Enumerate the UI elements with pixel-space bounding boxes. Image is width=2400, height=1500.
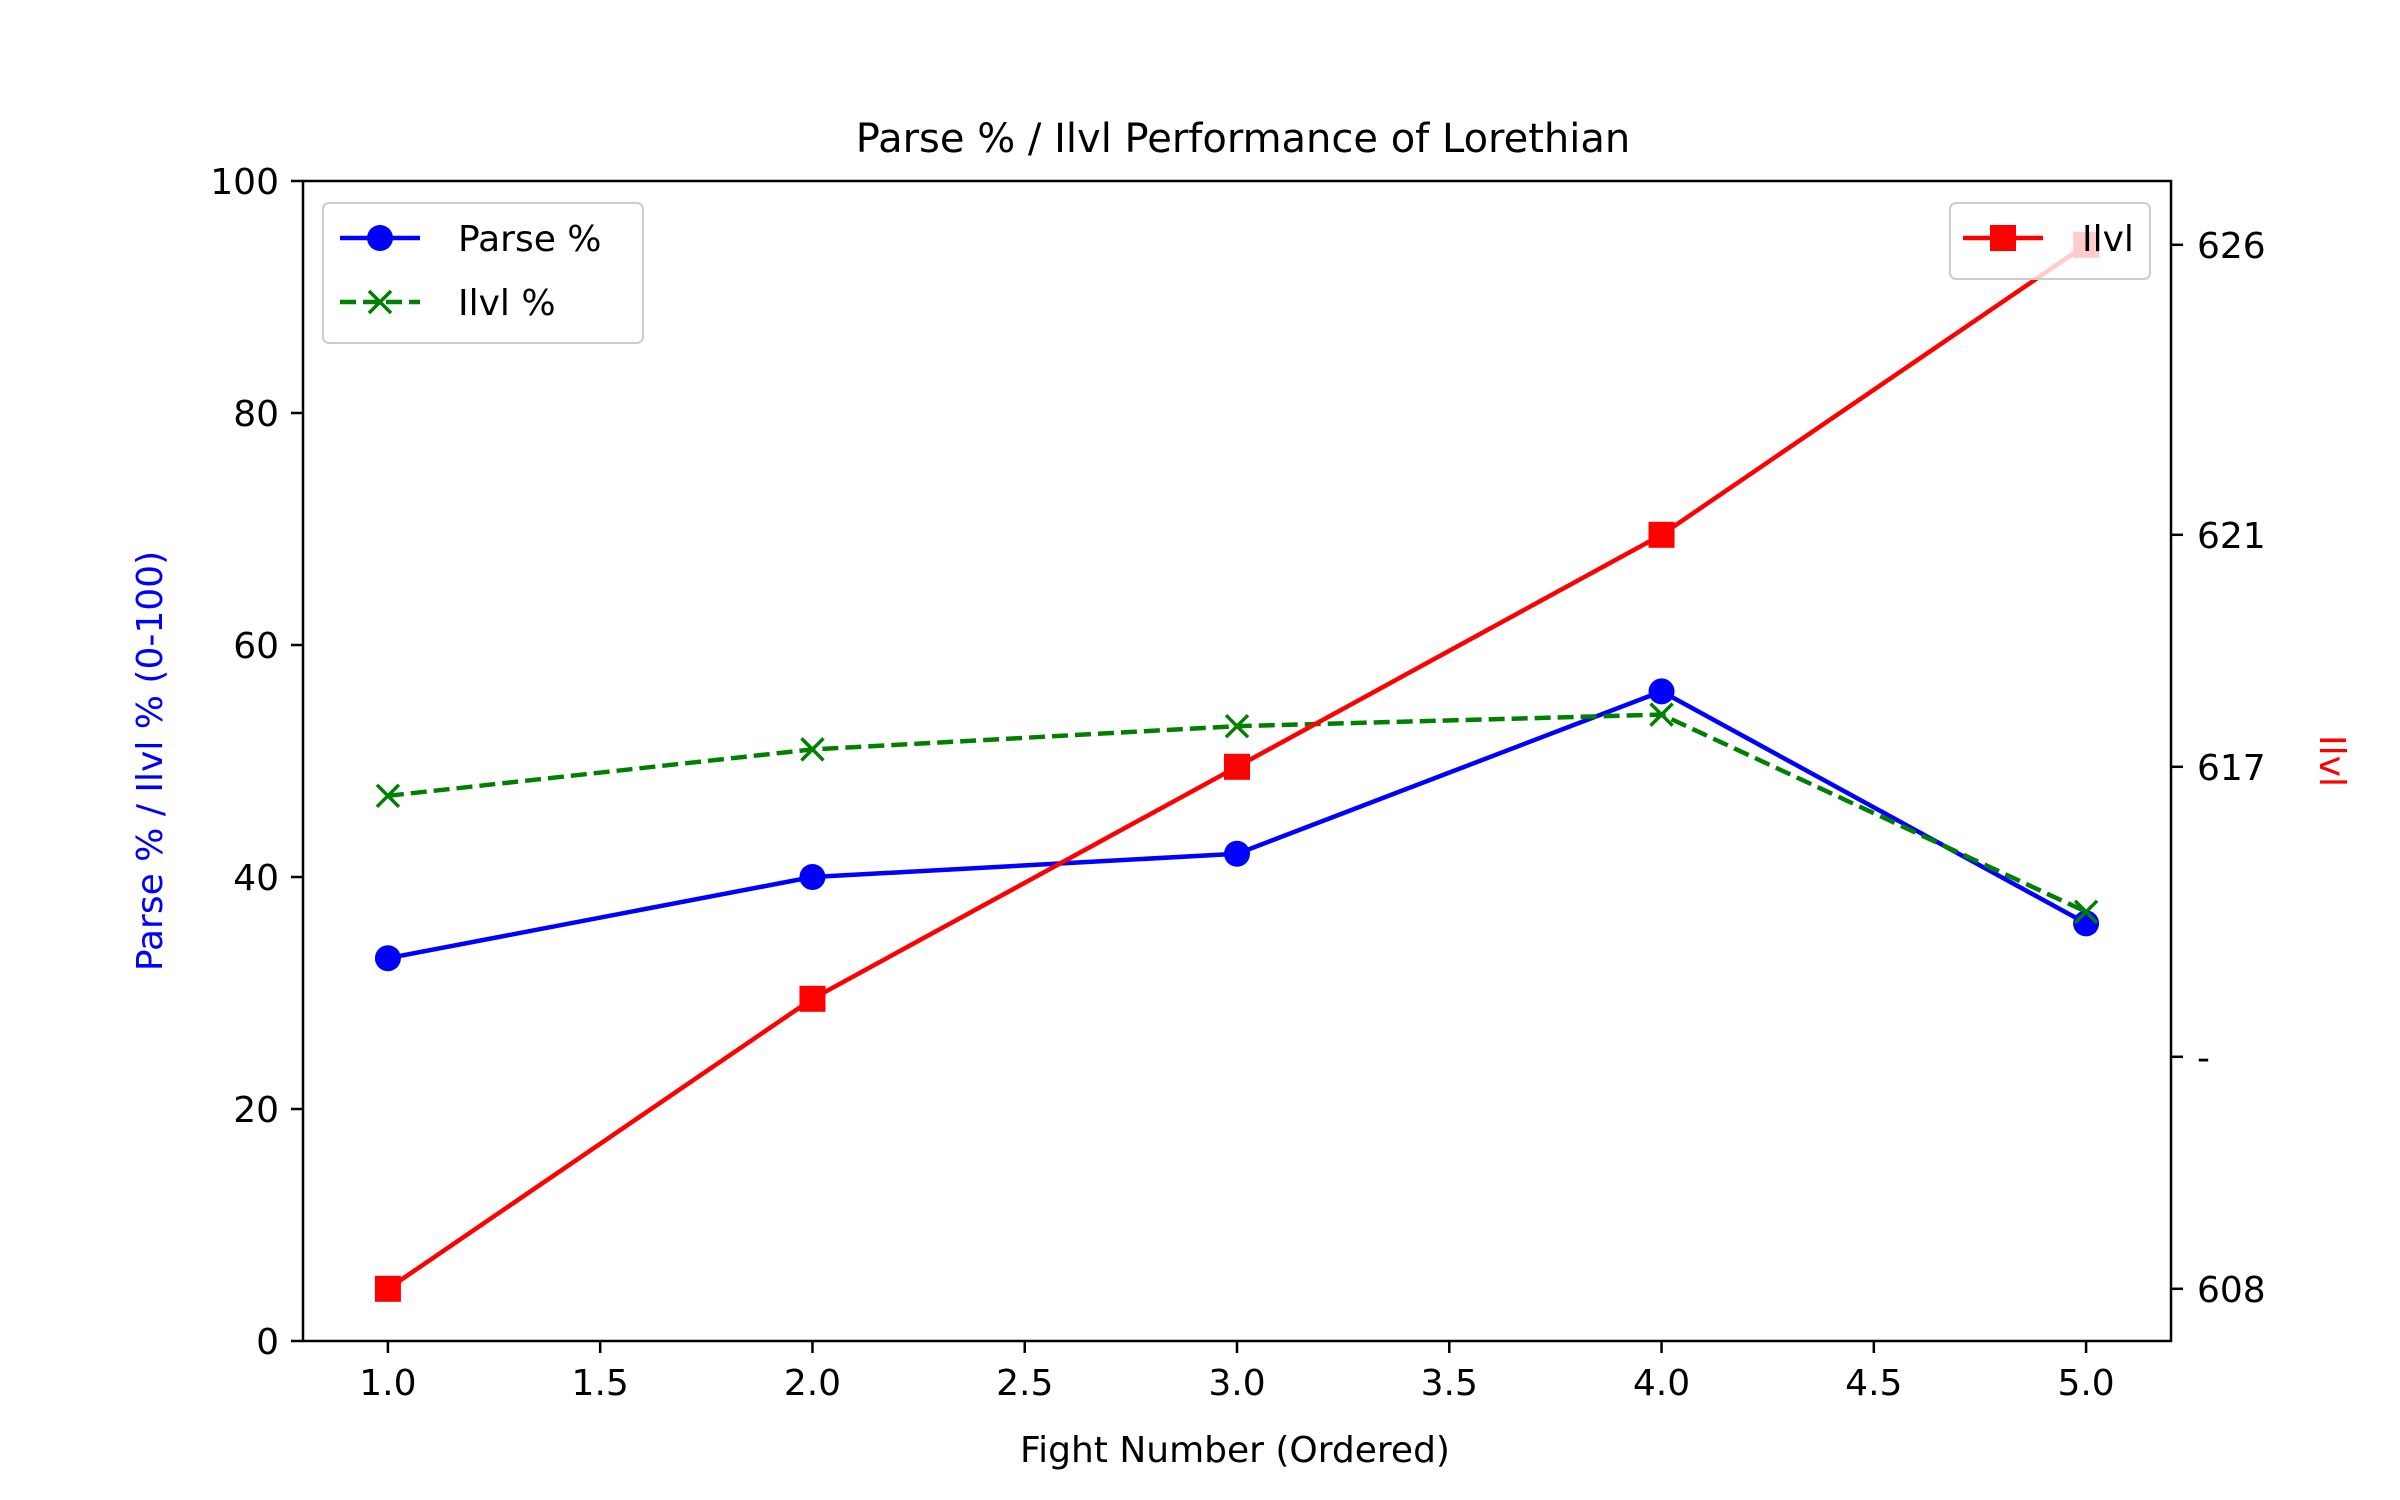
y-right-tick-label: - xyxy=(2197,1038,2210,1079)
legend-swatch-marker xyxy=(367,225,393,251)
data-point-stroke-b xyxy=(1224,713,1250,739)
x-tick-label: 3.0 xyxy=(1208,1363,1265,1404)
legend-right-box xyxy=(1949,202,2151,280)
data-point xyxy=(374,1275,401,1302)
data-point xyxy=(1224,713,1250,739)
data-point-stroke-b xyxy=(800,737,825,762)
x-axis-label: Fight Number (Ordered) xyxy=(1020,1430,1450,1471)
data-point xyxy=(375,783,401,809)
x-tick-label: 1.0 xyxy=(359,1363,416,1404)
y-right-tick-label: 608 xyxy=(2197,1270,2266,1311)
data-point xyxy=(800,737,825,762)
x-tick-label: 5.0 xyxy=(2057,1363,2114,1404)
legend-swatch-marker xyxy=(1990,225,2016,251)
y-right-tick-label: 626 xyxy=(2197,226,2266,267)
axes-frame xyxy=(301,179,2173,1343)
y-left-tick-label: 100 xyxy=(210,162,279,203)
data-point xyxy=(374,945,401,972)
legend-label: Parse % xyxy=(458,219,602,260)
y-left-tick-label: 20 xyxy=(233,1090,279,1131)
data-point xyxy=(1649,702,1674,727)
legend-right: Ilvl xyxy=(1949,202,2151,280)
legend-swatch-marker-stroke-b xyxy=(367,289,393,315)
x-tick-label: 1.5 xyxy=(572,1363,629,1404)
y-left-tick-label: 80 xyxy=(233,394,279,435)
data-point xyxy=(2073,899,2099,925)
data-point xyxy=(2073,910,2100,937)
legend-label: Ilvl % xyxy=(458,283,556,324)
y-axis-label-right: Ilvl xyxy=(2311,735,2352,787)
y-right-tick-label: 617 xyxy=(2197,748,2266,789)
legend-swatch-marker xyxy=(367,289,393,315)
x-tick-label: 2.5 xyxy=(996,1363,1053,1404)
data-point-stroke-b xyxy=(1649,702,1674,727)
y-right-tick-label: 621 xyxy=(2197,516,2266,557)
y-left-tick-label: 60 xyxy=(233,626,279,667)
legend-label: Ilvl xyxy=(2082,219,2134,260)
legend-left: Parse % Ilvl % xyxy=(322,202,644,344)
data-point xyxy=(799,985,826,1012)
x-tick-label: 4.5 xyxy=(1845,1363,1902,1404)
x-tick-label: 2.0 xyxy=(784,1363,841,1404)
data-point xyxy=(799,864,826,890)
y-axis-label-left: Parse % / Ilvl % (0-100) xyxy=(130,551,171,971)
data-point-stroke-b xyxy=(375,783,401,809)
x-tick-label: 4.0 xyxy=(1633,1363,1690,1404)
data-point xyxy=(1648,521,1675,548)
data-point xyxy=(1224,753,1250,780)
data-point xyxy=(1648,678,1675,705)
data-point xyxy=(1224,840,1250,867)
chart-title: Parse % / Ilvl Performance of Lorethian xyxy=(856,116,1630,162)
plot-area: 1.0 1.5 2.0 2.5 3.0 3.5 4.0 4.5 5.0 0 20 40 60 80 100 6… xyxy=(210,162,2265,1404)
y-left-tick-label: 40 xyxy=(233,858,279,899)
data-point-stroke-b xyxy=(2073,899,2099,925)
x-tick-label: 3.5 xyxy=(1421,1363,1478,1404)
y-left-tick-label: 0 xyxy=(256,1322,279,1363)
